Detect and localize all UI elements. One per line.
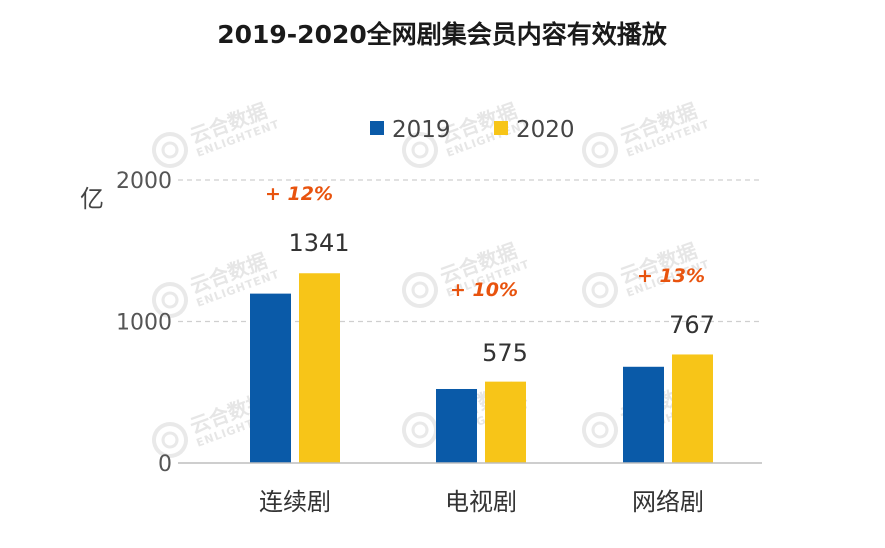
- watermark-ring-icon: [402, 132, 438, 168]
- bar-网络剧-2020: [672, 354, 713, 463]
- legend: 2019 2020: [370, 117, 575, 143]
- watermark-inner-icon: [161, 141, 179, 159]
- legend-label-2020: 2020: [516, 117, 575, 143]
- growth-label-连续剧: + 12%: [265, 183, 333, 205]
- watermark-ring-icon: [152, 132, 188, 168]
- y-axis-unit: 亿: [80, 185, 104, 213]
- bar-连续剧-2019: [250, 293, 291, 463]
- bar-连续剧-2020: [299, 273, 340, 463]
- growth-label-网络剧: + 13%: [637, 265, 705, 287]
- watermark-ring-icon: [402, 272, 438, 308]
- watermark-inner-icon: [411, 421, 429, 439]
- bars: [250, 273, 713, 463]
- value-label-网络剧: 767: [669, 311, 715, 339]
- value-labels: 1341 575 767: [288, 229, 714, 367]
- y-tick-label-1000: 1000: [116, 311, 172, 336]
- bar-电视剧-2020: [485, 381, 526, 463]
- chart-title: 2019-2020全网剧集会员内容有效播放: [217, 20, 668, 49]
- value-label-电视剧: 575: [482, 339, 528, 367]
- watermark-inner-icon: [591, 141, 609, 159]
- watermark-ring-icon: [582, 132, 618, 168]
- gridlines: [178, 179, 762, 323]
- legend-swatch-2019: [370, 121, 384, 135]
- watermark-ring-icon: [402, 412, 438, 448]
- category-label-电视剧: 电视剧: [445, 488, 517, 516]
- bar-网络剧-2019: [623, 366, 664, 463]
- growth-annotations: + 12% + 10% + 13%: [265, 183, 705, 301]
- x-axis-labels: 连续剧 电视剧 网络剧: [259, 488, 704, 516]
- category-label-连续剧: 连续剧: [259, 488, 331, 516]
- watermark-inner-icon: [591, 281, 609, 299]
- category-label-网络剧: 网络剧: [632, 488, 704, 516]
- value-label-连续剧: 1341: [288, 229, 349, 257]
- watermark-ring-icon: [582, 272, 618, 308]
- bar-电视剧-2019: [436, 388, 477, 463]
- watermark-inner-icon: [411, 141, 429, 159]
- watermark-inner-icon: [411, 281, 429, 299]
- y-tick-label-0: 0: [158, 452, 172, 477]
- watermark-ring-icon: [152, 422, 188, 458]
- growth-label-电视剧: + 10%: [450, 279, 518, 301]
- watermark-inner-icon: [161, 291, 179, 309]
- watermark-ring-icon: [582, 412, 618, 448]
- legend-label-2019: 2019: [392, 117, 451, 143]
- y-axis: 0 1000 2000: [116, 169, 172, 477]
- watermark-inner-icon: [591, 421, 609, 439]
- watermark-inner-icon: [161, 431, 179, 449]
- y-tick-label-2000: 2000: [116, 169, 172, 194]
- watermark-ring-icon: [152, 282, 188, 318]
- legend-swatch-2020: [494, 121, 508, 135]
